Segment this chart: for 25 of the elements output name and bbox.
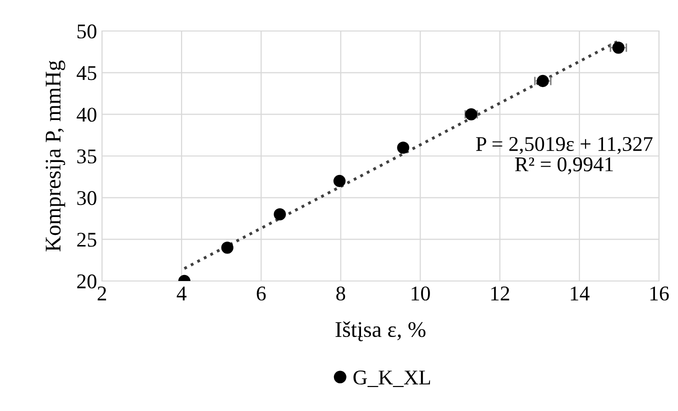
point <box>612 42 624 54</box>
x-tick-label: 14 <box>570 286 590 300</box>
y-tick-label: 40 <box>76 108 96 122</box>
y-tick-label: 30 <box>77 191 96 206</box>
point <box>333 174 346 188</box>
annotation: P = 2,5019ε + 11,327 R² = 0,9941 <box>476 136 653 174</box>
point <box>221 242 234 254</box>
point <box>397 142 410 154</box>
x-tick-label: 8 <box>336 286 346 301</box>
y-tick-label: 25 <box>77 232 96 247</box>
legend-label: G_K_XL <box>353 370 430 388</box>
y-tick-label: 20 <box>77 274 96 288</box>
x-tick-label: 16 <box>650 286 669 301</box>
x-tick-label: 6 <box>256 286 266 301</box>
point <box>274 208 286 220</box>
x-tick-label: 10 <box>412 286 430 301</box>
y-tick-label: 45 <box>76 66 96 80</box>
point <box>536 74 549 88</box>
x-tick-label: 12 <box>491 286 510 300</box>
x-tick-label: 4 <box>176 286 186 300</box>
y-tick-label: 35 <box>77 149 96 164</box>
x-axis-title: Ištįsa ε, % <box>336 321 426 342</box>
y-axis-title: Kompresija P, mmHg <box>46 60 66 252</box>
x-tick-label: 2 <box>98 286 106 300</box>
y-tick-label: 50 <box>78 24 96 38</box>
